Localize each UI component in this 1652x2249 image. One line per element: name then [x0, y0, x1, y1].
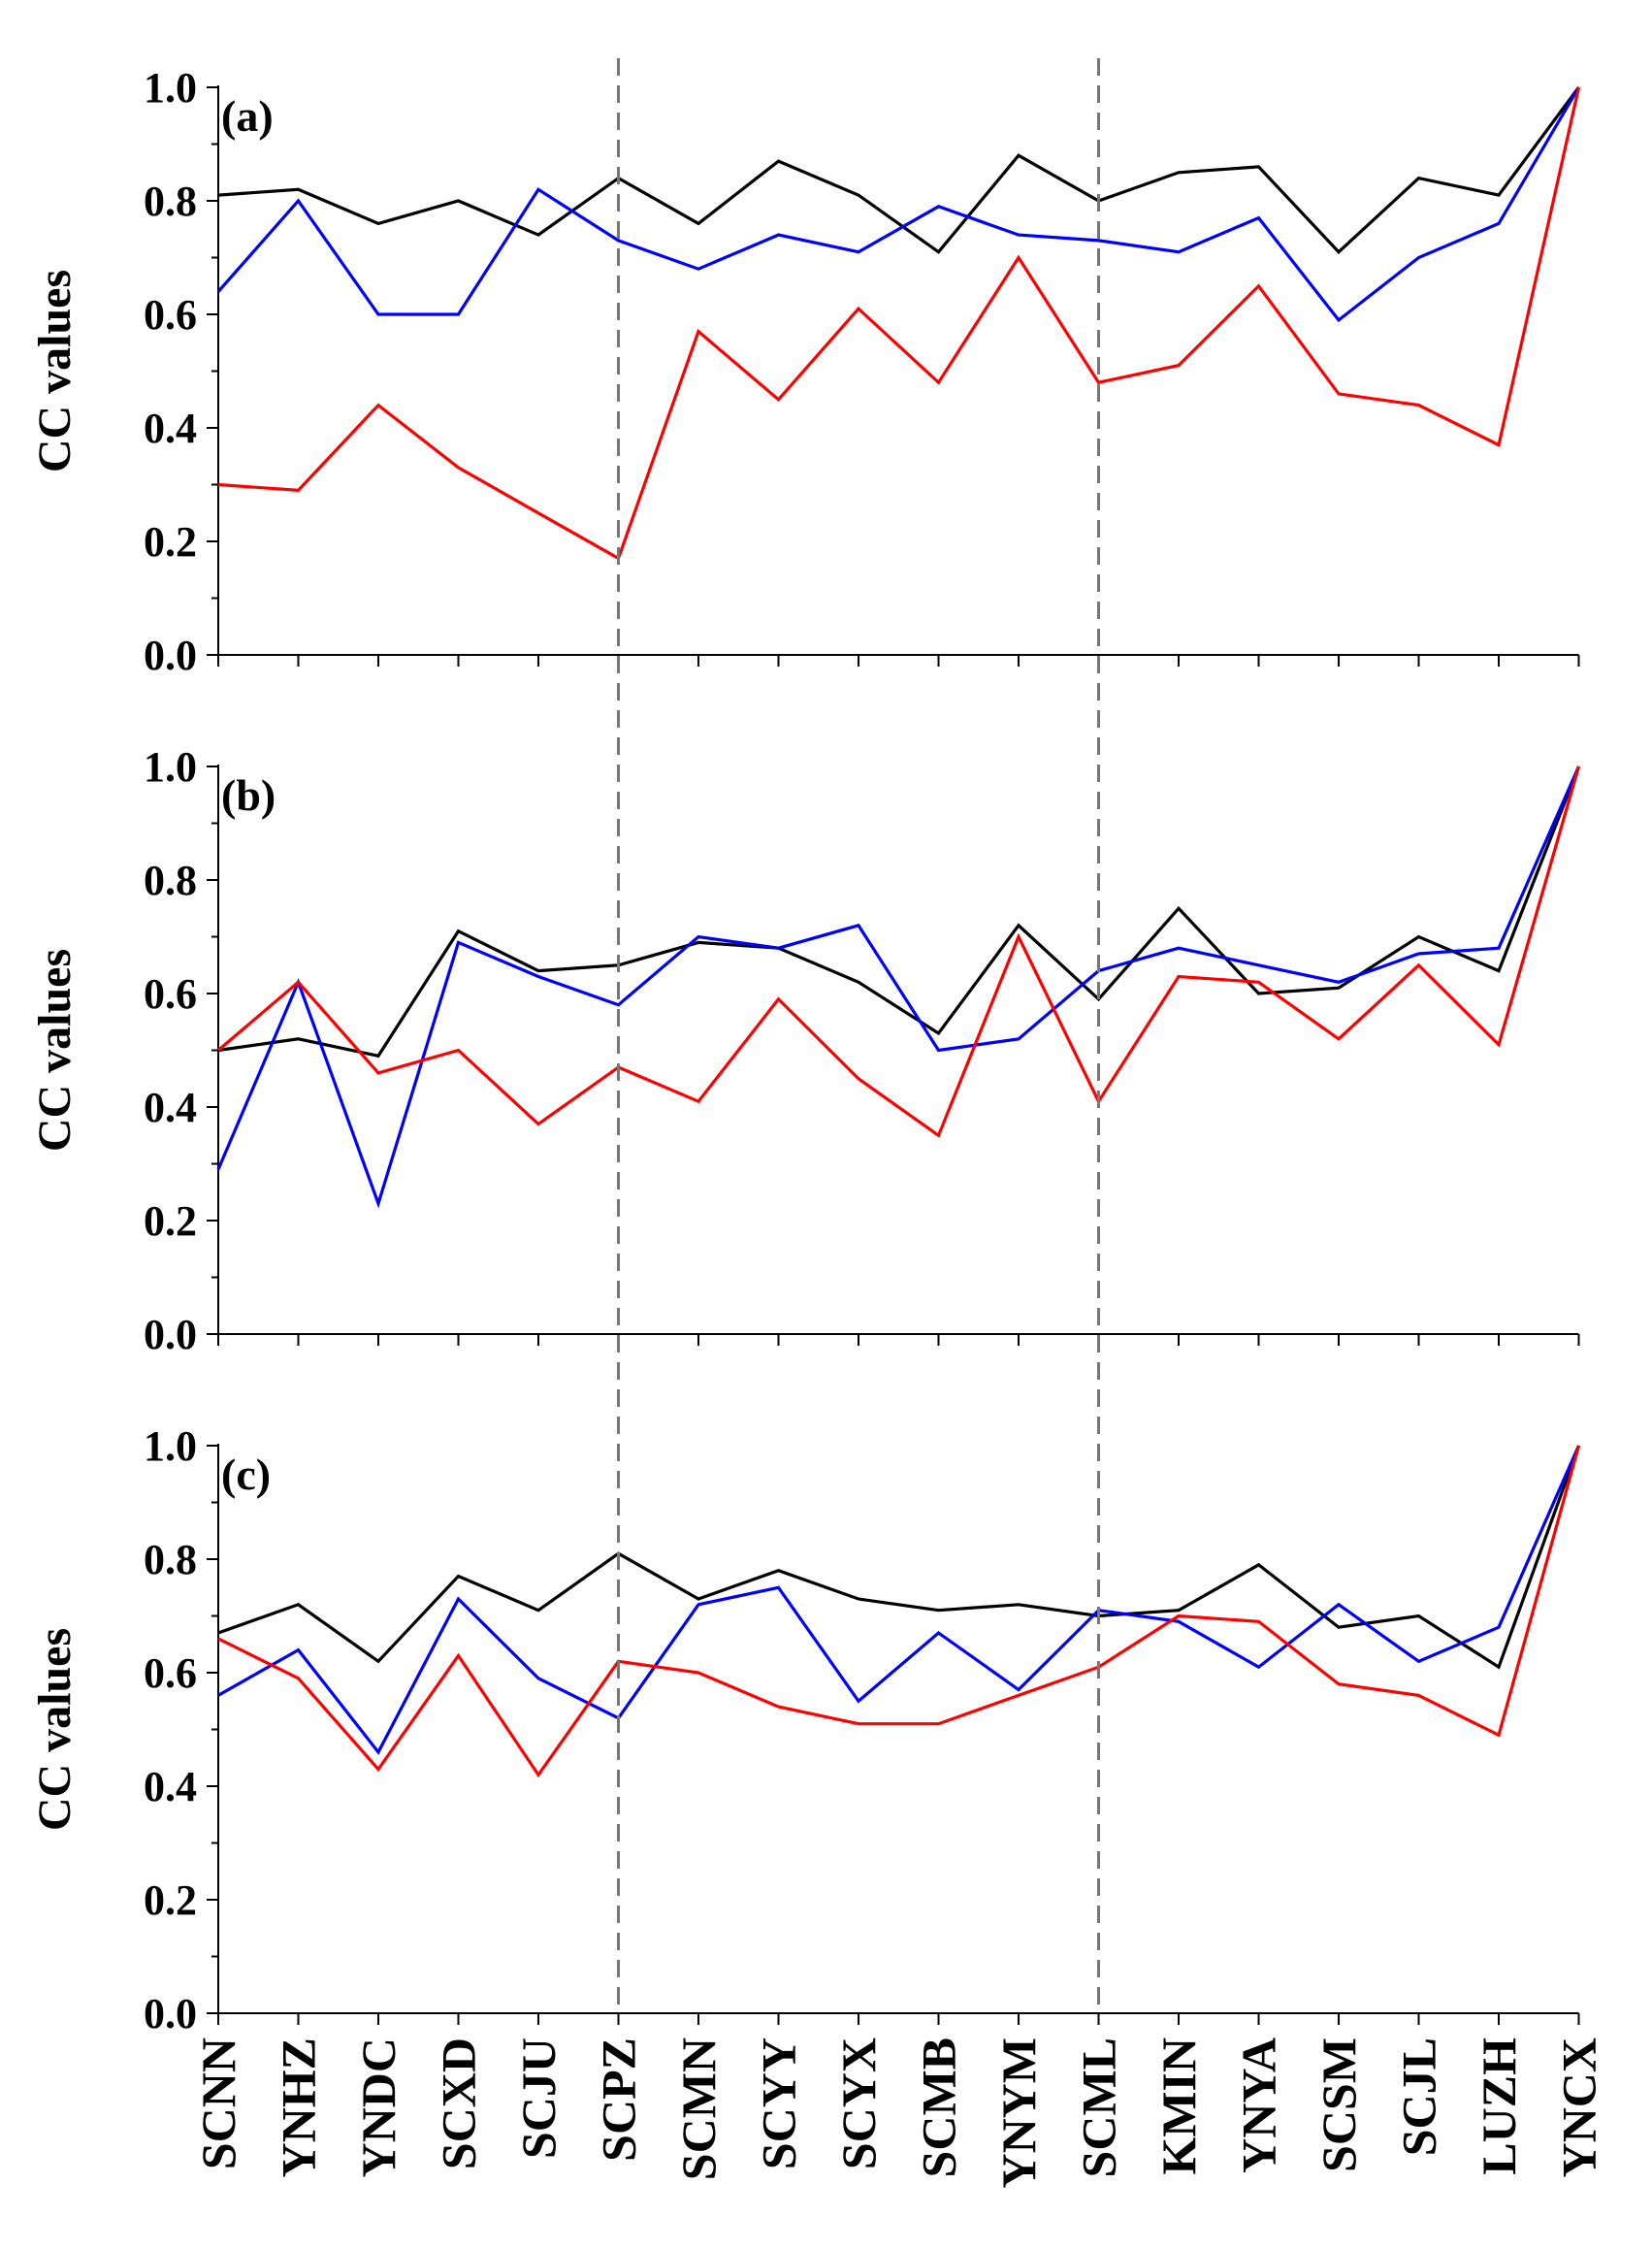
x-category-label: YNYA	[1232, 2037, 1286, 2173]
y-axis-title: CC values	[29, 949, 81, 1152]
x-category-label: SCJL	[1392, 2037, 1446, 2156]
y-tick-label: 0.8	[144, 1536, 197, 1583]
y-tick-label: 0.2	[144, 1876, 197, 1924]
x-category-label: YNDC	[351, 2037, 405, 2177]
y-tick-label: 0.6	[144, 970, 197, 1018]
y-axis-title: CC values	[29, 1628, 81, 1831]
series-line-2	[216, 766, 1580, 1209]
y-tick-label: 0.6	[144, 1649, 197, 1697]
chart-panels: 0.00.20.40.60.81.0CC values(a)0.00.20.40…	[29, 64, 1581, 2037]
series-line-3	[217, 86, 1581, 561]
y-tick-label: 0.2	[144, 518, 197, 566]
x-category-label: SCXD	[432, 2037, 486, 2169]
panel-label: (a)	[221, 91, 274, 141]
series-line-2	[216, 86, 1580, 323]
panel-2: 0.0 0.2 0.4 0.6 0.8 1.0 CC values (b)	[29, 743, 1581, 1358]
x-category-label: SCNN	[191, 2037, 245, 2169]
x-category-label: YNYM	[991, 2037, 1046, 2189]
y-tick-label: 0.4	[144, 1084, 197, 1131]
y-tick-label: 0.8	[144, 857, 197, 904]
panel-label: (b)	[221, 770, 275, 820]
x-category-label: SCMN	[671, 2037, 726, 2180]
y-tick-label: 0.4	[144, 1763, 197, 1810]
x-category-label: KMIN	[1151, 2037, 1206, 2175]
series-line-2	[217, 1445, 1580, 1755]
x-category-label: YNHZ	[272, 2037, 326, 2177]
series-line-1	[217, 766, 1580, 1059]
y-tick-label: 0.0	[144, 632, 197, 679]
series-line-3	[216, 766, 1581, 1138]
x-category-label: SCYX	[831, 2037, 886, 2169]
y-tick-label: 1.0	[144, 743, 197, 791]
x-category-labels: SCNN YNHZ YNDC SCXD SCJU SCPZ SCMN SCYY SCYX SCMB…	[191, 2037, 1606, 2189]
panel-3: 0.0 0.2 0.4 0.6 0.8 1.0 CC values (c)	[29, 1422, 1581, 2037]
panel-1: 0.0 0.2 0.4 0.6 0.8 1.0 CC values (a)	[29, 64, 1581, 679]
y-tick-label: 1.0	[144, 1422, 197, 1470]
x-category-label: SCYY	[752, 2037, 806, 2169]
x-category-label: SCJU	[511, 2037, 566, 2159]
panel-label: (c)	[221, 1450, 271, 1499]
x-category-label: SCMB	[912, 2037, 966, 2177]
series-line-1	[217, 1445, 1581, 1670]
y-tick-label: 0.2	[144, 1197, 197, 1245]
series-line-3	[217, 1445, 1581, 1778]
x-category-label: SCSM	[1312, 2037, 1366, 2172]
y-tick-label: 0.8	[144, 178, 197, 225]
x-category-label: YNCX	[1552, 2037, 1606, 2177]
y-tick-label: 1.0	[144, 64, 197, 112]
y-tick-label: 0.0	[144, 1311, 197, 1358]
x-category-label: LUZH	[1472, 2037, 1526, 2175]
x-category-label: SCML	[1072, 2037, 1126, 2177]
series-line-1	[217, 86, 1580, 254]
y-axis-title: CC values	[29, 270, 81, 473]
x-category-label: SCPZ	[592, 2037, 646, 2162]
y-tick-label: 0.6	[144, 291, 197, 339]
y-tick-label: 0.0	[144, 1990, 197, 2037]
y-tick-label: 0.4	[144, 405, 197, 452]
